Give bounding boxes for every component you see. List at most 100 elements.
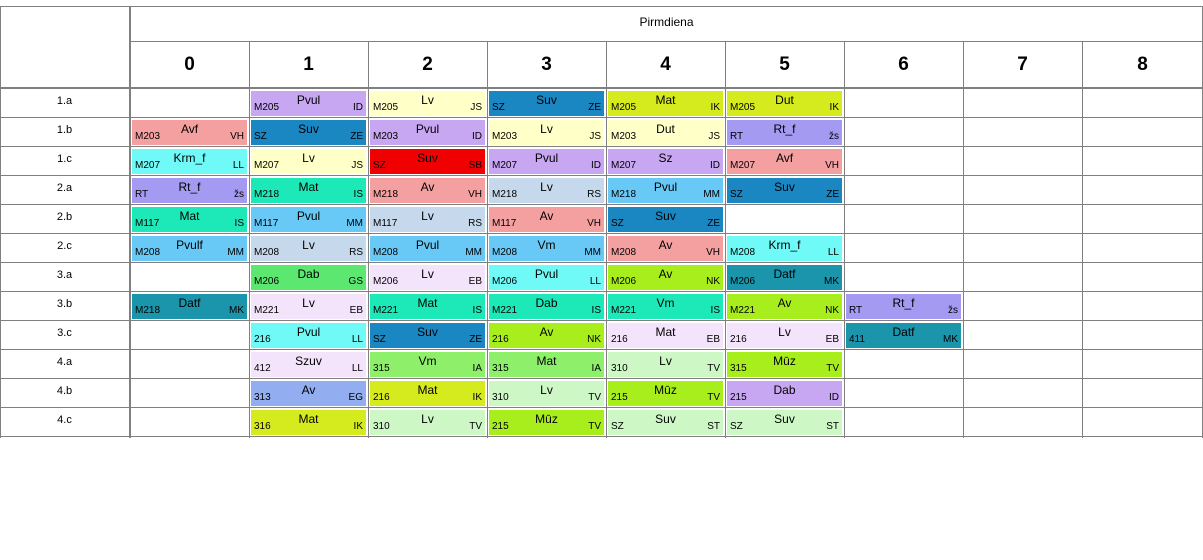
lesson-subject: Pvul	[534, 267, 559, 281]
class-label: 4.c	[57, 413, 72, 426]
lesson-room: M207	[611, 160, 637, 171]
lesson-cell[interactable]: Mat M218 IS	[251, 178, 366, 203]
lesson-room: 216	[730, 334, 747, 345]
grid-line-col	[368, 41, 369, 438]
lesson-cell[interactable]: Mat 216 EB	[608, 323, 723, 348]
lesson-teacher: ID	[591, 160, 601, 171]
lesson-cell[interactable]: Lv 310 TV	[608, 352, 723, 377]
lesson-subject: Lv	[421, 267, 434, 281]
lesson-cell[interactable]: Dab M206 GS	[251, 265, 366, 290]
lesson-subject: Dut	[656, 122, 675, 136]
lesson-room: M218	[611, 189, 637, 200]
lesson-cell[interactable]: Pvul 216 LL	[251, 323, 366, 348]
lesson-cell[interactable]: Av M206 NK	[608, 265, 723, 290]
lesson-cell[interactable]: Av M218 VH	[370, 178, 485, 203]
lesson-cell[interactable]: Szuv 412 LL	[251, 352, 366, 377]
lesson-subject: Suv	[298, 122, 319, 136]
lesson-cell[interactable]: Suv SZ SB	[370, 149, 485, 174]
lesson-teacher: ID	[353, 102, 363, 113]
lesson-cell[interactable]: Vm M221 IS	[608, 294, 723, 319]
lesson-cell[interactable]: Av 313 EG	[251, 381, 366, 406]
lesson-cell[interactable]: Lv M208 RS	[251, 236, 366, 261]
lesson-cell[interactable]: Mat 315 IA	[489, 352, 604, 377]
lesson-cell[interactable]: Suv SZ ZE	[251, 120, 366, 145]
lesson-cell[interactable]: Avf M203 VH	[132, 120, 247, 145]
lesson-cell[interactable]: Mat 216 IK	[370, 381, 485, 406]
lesson-cell[interactable]: Lv M207 JS	[251, 149, 366, 174]
lesson-cell[interactable]: Sz M207 ID	[608, 149, 723, 174]
grid-line-header-mid	[130, 41, 1203, 42]
lesson-room: 310	[373, 421, 390, 432]
lesson-room: M207	[254, 160, 280, 171]
lesson-cell[interactable]: Lv M117 RS	[370, 207, 485, 232]
lesson-cell[interactable]: Av M221 NK	[727, 294, 842, 319]
lesson-cell[interactable]: Dab M221 IS	[489, 294, 604, 319]
lesson-cell[interactable]: Lv M218 RS	[489, 178, 604, 203]
lesson-cell[interactable]: Lv M203 JS	[489, 120, 604, 145]
lesson-cell[interactable]: Av M117 VH	[489, 207, 604, 232]
lesson-subject: Krm_f	[173, 151, 206, 165]
lesson-cell[interactable]: Datf M206 MK	[727, 265, 842, 290]
lesson-cell[interactable]: Mat M221 IS	[370, 294, 485, 319]
lesson-teacher: ZE	[707, 218, 720, 229]
lesson-cell[interactable]: Pvul M218 MM	[608, 178, 723, 203]
grid-line-row	[0, 146, 1203, 147]
lesson-cell[interactable]: Pvul M117 MM	[251, 207, 366, 232]
lesson-teacher: žs	[948, 305, 958, 316]
lesson-cell[interactable]: Lv 216 EB	[727, 323, 842, 348]
lesson-cell[interactable]: Mat 316 IK	[251, 410, 366, 435]
lesson-cell[interactable]: Vm 315 IA	[370, 352, 485, 377]
lesson-cell[interactable]: Pvul M208 MM	[370, 236, 485, 261]
grid-line-row	[0, 233, 1203, 234]
lesson-cell[interactable]: Dab 215 ID	[727, 381, 842, 406]
lesson-cell[interactable]: Datf M218 MK	[132, 294, 247, 319]
lesson-cell[interactable]: Suv SZ ZE	[608, 207, 723, 232]
lesson-cell[interactable]: Mūz 215 TV	[608, 381, 723, 406]
lesson-cell[interactable]: Pvul M205 ID	[251, 91, 366, 116]
lesson-cell[interactable]: Lv 310 TV	[370, 410, 485, 435]
lesson-teacher: TV	[588, 392, 601, 403]
lesson-cell[interactable]: Mūz 215 TV	[489, 410, 604, 435]
lesson-cell[interactable]: Av M208 VH	[608, 236, 723, 261]
lesson-cell[interactable]: Suv SZ ST	[727, 410, 842, 435]
lesson-cell[interactable]: Pvul M206 LL	[489, 265, 604, 290]
lesson-cell[interactable]: Avf M207 VH	[727, 149, 842, 174]
lesson-cell[interactable]: Datf 411 MK	[846, 323, 961, 348]
lesson-cell[interactable]: Dut M205 IK	[727, 91, 842, 116]
lesson-cell[interactable]: Suv SZ ZE	[727, 178, 842, 203]
lesson-cell[interactable]: Pvul M203 ID	[370, 120, 485, 145]
lesson-room: M203	[611, 131, 637, 142]
lesson-teacher: TV	[707, 363, 720, 374]
lesson-cell[interactable]: Krm_f M208 LL	[727, 236, 842, 261]
lesson-cell[interactable]: Mūz 315 TV	[727, 352, 842, 377]
lesson-cell[interactable]: Krm_f M207 LL	[132, 149, 247, 174]
lesson-cell[interactable]: Rt_f RT žs	[132, 178, 247, 203]
lesson-cell[interactable]: Lv M221 EB	[251, 294, 366, 319]
lesson-cell[interactable]: Pvul M207 ID	[489, 149, 604, 174]
lesson-teacher: ZE	[588, 102, 601, 113]
lesson-cell[interactable]: Av 216 NK	[489, 323, 604, 348]
lesson-cell[interactable]: Pvulf M208 MM	[132, 236, 247, 261]
lesson-cell[interactable]: Dut M203 JS	[608, 120, 723, 145]
lesson-cell[interactable]: Suv SZ ST	[608, 410, 723, 435]
grid-line-col	[249, 41, 250, 438]
lesson-teacher: IK	[710, 102, 720, 113]
lesson-cell[interactable]: Suv SZ ZE	[370, 323, 485, 348]
lesson-subject: Mat	[298, 180, 319, 194]
lesson-room: SZ	[730, 421, 743, 432]
lesson-cell[interactable]: Mat M205 IK	[608, 91, 723, 116]
lesson-cell[interactable]: Rt_f RT žs	[846, 294, 961, 319]
lesson-cell[interactable]: Lv 310 TV	[489, 381, 604, 406]
lesson-subject: Avf	[180, 122, 199, 136]
lesson-cell[interactable]: Vm M208 MM	[489, 236, 604, 261]
grid-line-row	[0, 204, 1203, 205]
lesson-teacher: RS	[468, 218, 482, 229]
lesson-cell[interactable]: Mat M117 IS	[132, 207, 247, 232]
lesson-cell[interactable]: Suv SZ ZE	[489, 91, 604, 116]
lesson-subject: Vm	[418, 354, 437, 368]
lesson-cell[interactable]: Rt_f RT žs	[727, 120, 842, 145]
lesson-cell[interactable]: Lv M205 JS	[370, 91, 485, 116]
grid-line-row	[0, 117, 1203, 118]
lesson-room: M218	[373, 189, 399, 200]
lesson-cell[interactable]: Lv M206 EB	[370, 265, 485, 290]
